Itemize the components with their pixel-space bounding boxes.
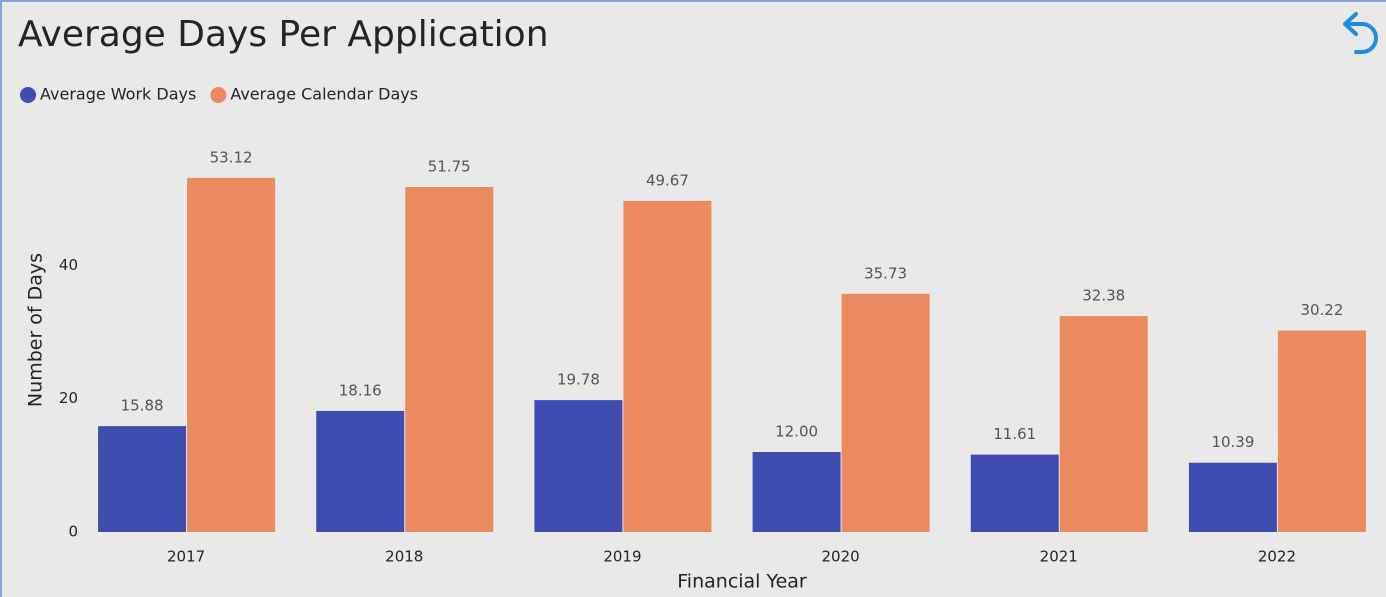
bar xyxy=(187,177,276,532)
value-label: 11.61 xyxy=(993,425,1036,443)
value-label: 30.22 xyxy=(1300,301,1343,319)
bar xyxy=(316,410,405,532)
bar xyxy=(752,452,841,532)
bar xyxy=(623,200,712,532)
undo-arrow[interactable] xyxy=(1343,12,1358,36)
chart-title: Average Days Per Application xyxy=(18,14,549,55)
undo-curve[interactable] xyxy=(1346,22,1378,54)
legend-label: Average Work Days xyxy=(40,85,196,104)
value-label: 49.67 xyxy=(646,171,689,189)
value-label: 19.78 xyxy=(557,371,600,389)
x-tick-label: 2018 xyxy=(385,548,423,566)
bar xyxy=(1277,330,1366,532)
undo-icon[interactable] xyxy=(1343,12,1378,54)
x-tick-label: 2021 xyxy=(1040,548,1078,566)
bar xyxy=(841,293,930,532)
y-axis-title: Number of Days xyxy=(25,253,47,407)
x-axis-title: Financial Year xyxy=(677,571,807,593)
x-tick-label: 2017 xyxy=(167,548,205,566)
value-label: 15.88 xyxy=(121,397,164,415)
bar xyxy=(98,426,187,532)
bar xyxy=(1059,316,1148,532)
y-tick-label: 0 xyxy=(68,523,78,541)
bar xyxy=(405,187,494,532)
bar xyxy=(970,454,1059,532)
bar xyxy=(534,400,623,532)
legend-label: Average Calendar Days xyxy=(230,85,418,104)
value-label: 12.00 xyxy=(775,423,818,441)
x-tick-label: 2019 xyxy=(603,548,641,566)
bar xyxy=(1188,462,1277,532)
value-label: 32.38 xyxy=(1082,287,1125,305)
y-tick-label: 40 xyxy=(59,256,78,274)
y-tick-label: 20 xyxy=(59,389,78,407)
value-label: 53.12 xyxy=(210,148,253,166)
value-label: 35.73 xyxy=(864,264,907,282)
x-tick-label: 2020 xyxy=(821,548,859,566)
value-label: 18.16 xyxy=(339,381,382,399)
value-label: 10.39 xyxy=(1211,433,1254,451)
x-tick-label: 2022 xyxy=(1258,548,1296,566)
legend-swatch xyxy=(20,87,36,103)
value-label: 51.75 xyxy=(428,158,471,176)
legend-swatch xyxy=(210,87,227,103)
